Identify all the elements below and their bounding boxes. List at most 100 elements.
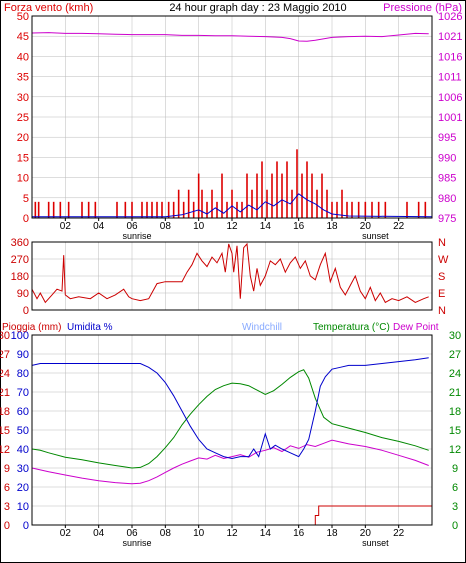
pressure-tick-label: 1001 [438, 112, 462, 124]
compass-tick-label: S [438, 271, 445, 283]
wind-tick-label: 35 [17, 72, 29, 84]
x-tick-label: 12 [226, 528, 238, 539]
x-tick-label: 04 [93, 221, 105, 232]
sunrise-label: sunrise [122, 231, 151, 241]
rain-tick-label: 0 [4, 520, 10, 532]
wind-tick-label: 5 [23, 193, 29, 205]
rain-tick-label: 12 [0, 444, 10, 456]
rain-tick-label: 3 [4, 501, 10, 513]
rain-tick-label: 18 [0, 406, 10, 418]
pressure-tick-label: 1026 [438, 11, 462, 23]
chart-title: 24 hour graph day : 23 Maggio 2010 [169, 2, 346, 14]
direction-frame [31, 241, 433, 311]
climate-x-ticks: 02 04 06 08 10 12 14 16 18 20 22 sunrise sunset [60, 525, 405, 548]
wind-tick-label: 10 [17, 173, 29, 185]
compass-tick-label: W [438, 254, 449, 266]
pressure-tick-label: 985 [438, 173, 456, 185]
rain-tick-label: 15 [0, 425, 10, 437]
x-tick-label: 22 [393, 221, 405, 232]
temperature-tick-label: 24 [449, 368, 461, 380]
wind-tick-label: 0 [23, 213, 29, 225]
compass-tick-label: N [438, 237, 446, 249]
pressure-tick-label: 1006 [438, 92, 462, 104]
wind-x-ticks: 02 04 06 08 10 12 14 16 18 20 22 sunrise sunset [60, 218, 405, 241]
rain-tick-label: 6 [4, 482, 10, 494]
direction-tick-label: 180 [11, 271, 29, 283]
x-tick-label: 06 [126, 221, 138, 232]
humidity-label: Umidita % [67, 322, 113, 333]
humidity-tick-label: 60 [17, 406, 29, 418]
humidity-tick-label: 70 [17, 387, 29, 399]
x-tick-label: 08 [160, 221, 172, 232]
temperature-tick-label: 9 [452, 463, 458, 475]
temperature-tick-label: 6 [452, 482, 458, 494]
wind-tick-label: 45 [17, 31, 29, 43]
rain-tick-label: 21 [0, 387, 10, 399]
pressure-axis-label: Pressione (hPa) [383, 2, 462, 14]
humidity-tick-label: 10 [17, 501, 29, 513]
x-tick-label: 16 [293, 221, 305, 232]
avg-wind-line [32, 193, 433, 218]
windchill-label: Windchill [242, 322, 282, 333]
x-tick-label: 18 [326, 221, 338, 232]
x-tick-label: 20 [360, 221, 372, 232]
x-tick-label: 06 [126, 528, 138, 539]
pressure-tick-label: 980 [438, 193, 456, 205]
wind-tick-label: 20 [17, 132, 29, 144]
temperature-tick-label: 30 [449, 330, 461, 342]
rain-humidity-temperature-panel: Pioggia (mm) Umidita % Windchill Tempera… [0, 322, 461, 548]
rain-tick-label: 24 [0, 368, 10, 380]
pressure-tick-label: 995 [438, 132, 456, 144]
temperature-tick-label: 3 [452, 501, 458, 513]
x-tick-label: 10 [193, 528, 205, 539]
wind-tick-label: 15 [17, 152, 29, 164]
temperature-tick-label: 18 [449, 406, 461, 418]
direction-tick-label: 90 [17, 288, 29, 300]
x-tick-label: 14 [260, 528, 272, 539]
temperature-y-ticks: 0 3 6 9 12 15 18 21 24 27 30 [449, 330, 461, 532]
compass-tick-label: N [438, 305, 446, 317]
temperature-tick-label: 12 [449, 444, 461, 456]
rain-label: Pioggia (mm) [2, 322, 61, 333]
x-tick-label: 12 [226, 221, 238, 232]
humidity-line [31, 357, 429, 460]
wind-tick-label: 50 [17, 11, 29, 23]
pressure-tick-label: 1011 [438, 72, 462, 84]
x-tick-label: 08 [160, 528, 172, 539]
temperature-tick-label: 21 [449, 387, 461, 399]
humidity-tick-label: 100 [11, 330, 29, 342]
temperature-label: Temperatura (°C) [313, 322, 390, 333]
sunset-label: sunset [362, 538, 389, 548]
x-tick-label: 14 [260, 221, 272, 232]
humidity-tick-label: 80 [17, 368, 29, 380]
dewpoint-line [31, 439, 429, 485]
pressure-line [31, 32, 429, 42]
x-tick-label: 16 [293, 528, 305, 539]
sunset-label: sunset [362, 231, 389, 241]
wind-y-ticks: 0 5 10 15 20 25 30 35 40 45 50 [17, 11, 29, 225]
dewpoint-label: Dew Point [393, 322, 439, 333]
humidity-tick-label: 50 [17, 425, 29, 437]
sunrise-label: sunrise [122, 538, 151, 548]
compass-tick-label: E [438, 288, 445, 300]
direction-tick-label: 270 [11, 254, 29, 266]
humidity-tick-label: 20 [17, 482, 29, 494]
pressure-y-ticks: 975 980 985 990 995 1001 1006 1011 1016 1021 1026 [438, 11, 462, 225]
temperature-tick-label: 15 [449, 425, 461, 437]
humidity-tick-label: 90 [17, 349, 29, 361]
humidity-tick-label: 0 [23, 520, 29, 532]
x-tick-label: 02 [60, 221, 72, 232]
direction-line [31, 242, 429, 304]
rain-tick-label: 9 [4, 463, 10, 475]
direction-y-ticks: 0 90 180 270 360 [11, 237, 29, 317]
x-tick-label: 18 [326, 528, 338, 539]
direction-grid [32, 242, 432, 310]
wind-tick-label: 30 [17, 92, 29, 104]
wind-tick-label: 40 [17, 51, 29, 63]
rain-tick-label: 27 [0, 349, 10, 361]
wind-tick-label: 25 [17, 112, 29, 124]
